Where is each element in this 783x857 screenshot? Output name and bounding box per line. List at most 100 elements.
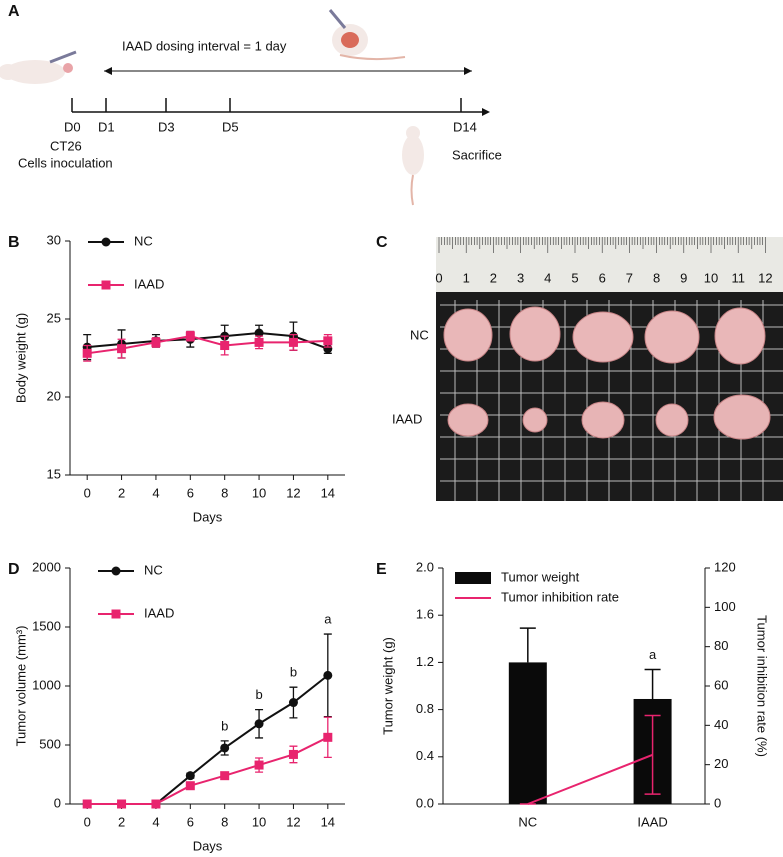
tumor xyxy=(581,401,625,439)
marker xyxy=(220,743,230,753)
y2-axis-label: Tumor inhibition rate (%) xyxy=(755,615,770,757)
y-axis-label: Tumor volume (mm³) xyxy=(13,626,28,747)
annotation: b xyxy=(221,718,228,733)
y-tick-label: 100 xyxy=(714,599,736,614)
y-tick-label: 0.8 xyxy=(416,701,434,716)
tumor xyxy=(655,403,689,437)
ruler-number: 3 xyxy=(517,270,524,285)
marker xyxy=(288,698,298,708)
y-tick-label: 25 xyxy=(47,310,61,325)
marker xyxy=(82,799,92,809)
tumor xyxy=(509,306,561,362)
legend-label: NC xyxy=(144,562,163,577)
marker xyxy=(323,336,333,346)
y-tick-label: 500 xyxy=(39,736,61,751)
panel-label: E xyxy=(376,561,387,578)
y-tick-label: 0 xyxy=(54,795,61,810)
marker xyxy=(82,348,92,358)
bar xyxy=(508,662,547,804)
x-tick-label: 10 xyxy=(252,814,266,829)
marker xyxy=(185,771,195,781)
tumor xyxy=(447,403,489,437)
x-tick-label: 8 xyxy=(221,814,228,829)
marker xyxy=(254,328,264,338)
legend-label: Tumor inhibition rate xyxy=(501,589,619,604)
y-tick-label: 1000 xyxy=(32,677,61,692)
ruler-number: 9 xyxy=(680,270,687,285)
y-tick-label: 0.0 xyxy=(416,795,434,810)
series-line xyxy=(87,736,329,805)
timeline-day: D3 xyxy=(158,119,175,134)
panel-label: D xyxy=(8,561,20,578)
timeline-day: D0 xyxy=(64,119,81,134)
legend-label: Tumor weight xyxy=(501,569,580,584)
tumor xyxy=(443,308,493,362)
x-tick-label: 14 xyxy=(321,485,335,500)
legend-label: IAAD xyxy=(134,276,164,291)
panel-label: B xyxy=(8,234,20,251)
x-tick-label: 2 xyxy=(118,814,125,829)
y-tick-label: 20 xyxy=(714,756,728,771)
ruler-number: 11 xyxy=(731,270,745,285)
y-tick-label: 40 xyxy=(714,717,728,732)
marker xyxy=(254,337,264,347)
ruler-number: 12 xyxy=(758,270,772,285)
marker xyxy=(288,749,298,759)
tumor xyxy=(713,394,771,440)
start-label: Cells inoculation xyxy=(18,155,113,170)
y-tick-label: 20 xyxy=(47,388,61,403)
ruler-number: 8 xyxy=(653,270,660,285)
legend-marker xyxy=(111,566,121,576)
marker xyxy=(288,337,298,347)
ruler-number: 6 xyxy=(599,270,606,285)
marker xyxy=(117,344,127,354)
x-tick-label: 12 xyxy=(286,485,300,500)
legend-marker xyxy=(101,237,111,247)
ruler-number: 0 xyxy=(435,270,442,285)
x-tick-label: 4 xyxy=(152,814,159,829)
y-tick-label: 60 xyxy=(714,677,728,692)
legend-label: IAAD xyxy=(144,605,174,620)
ruler-number: 4 xyxy=(544,270,551,285)
y-tick-label: 0 xyxy=(714,795,721,810)
marker xyxy=(323,732,333,742)
marker xyxy=(220,771,230,781)
row-label: NC xyxy=(410,327,429,342)
legend-label: NC xyxy=(134,233,153,248)
y-tick-label: 80 xyxy=(714,638,728,653)
x-tick-label: NC xyxy=(518,814,537,829)
marker xyxy=(323,344,333,354)
timeline-ticks: D0 D1 D3 D5 D14 xyxy=(64,98,477,134)
marker xyxy=(151,799,161,809)
timeline-day: D1 xyxy=(98,119,115,134)
end-label: Sacrifice xyxy=(452,147,502,162)
tumor xyxy=(572,311,634,363)
y-tick-label: 1.6 xyxy=(416,607,434,622)
legend-swatch xyxy=(455,572,491,584)
marker xyxy=(254,719,264,729)
x-tick-label: 12 xyxy=(286,814,300,829)
series-line xyxy=(87,674,329,805)
x-tick-label: 14 xyxy=(321,814,335,829)
legend-marker xyxy=(101,280,111,290)
y-axis-label: Tumor weight (g) xyxy=(380,637,395,735)
panel-label: C xyxy=(376,234,388,251)
y-tick-label: 2000 xyxy=(32,559,61,574)
error-bar xyxy=(644,668,661,699)
series-line xyxy=(87,335,328,355)
marker xyxy=(185,781,195,791)
x-tick-label: 8 xyxy=(221,485,228,500)
ruler-number: 5 xyxy=(571,270,578,285)
y-tick-label: 0.4 xyxy=(416,748,434,763)
series-line xyxy=(527,753,653,805)
marker xyxy=(323,670,333,680)
marker xyxy=(117,799,127,809)
y-tick-label: 30 xyxy=(47,232,61,247)
x-tick-label: 0 xyxy=(84,485,91,500)
mouse-icon xyxy=(328,9,406,61)
mouse-icon xyxy=(402,126,424,206)
annotation: b xyxy=(290,665,297,680)
marker xyxy=(185,331,195,341)
annotation: a xyxy=(649,647,657,662)
